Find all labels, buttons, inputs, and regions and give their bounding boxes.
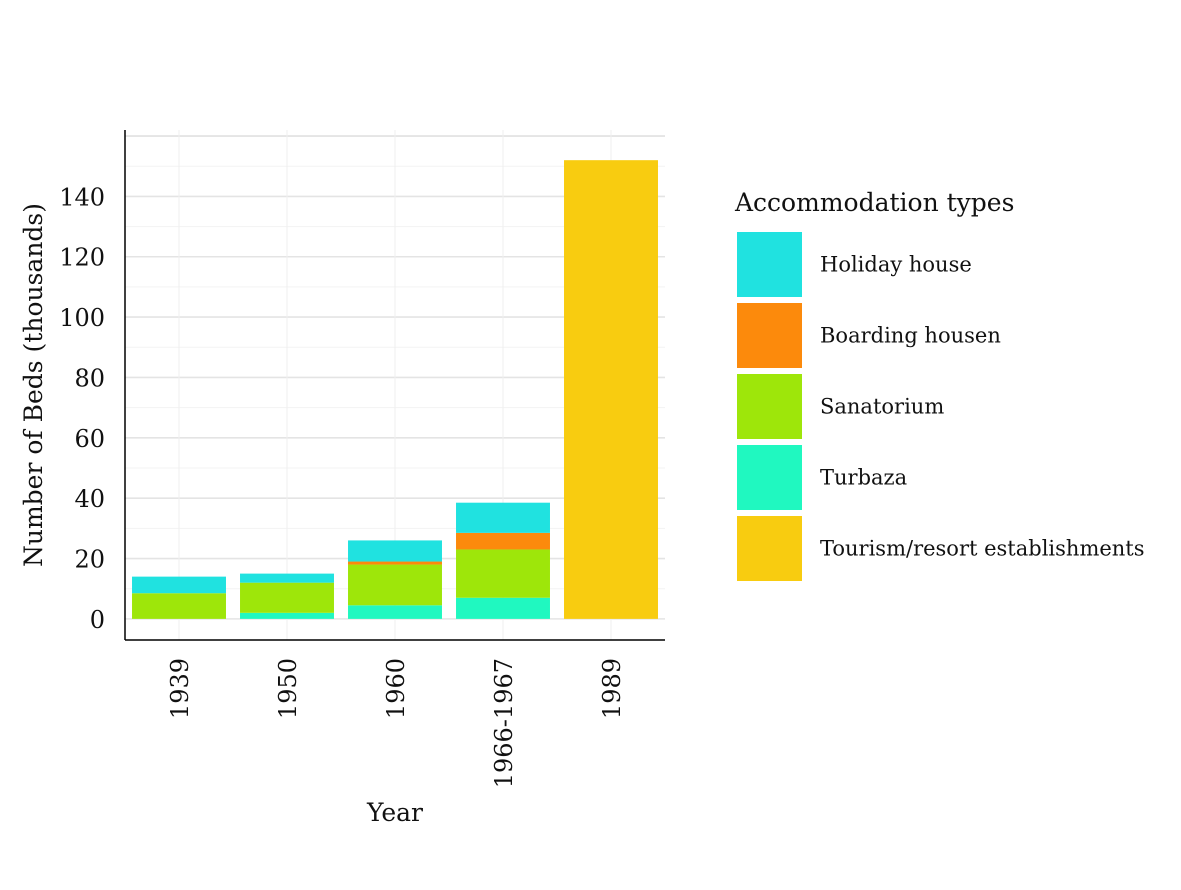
x-tick-label: 1989 xyxy=(598,658,626,719)
bar-segment-holiday-house-1950 xyxy=(240,573,334,583)
legend: Accommodation types Holiday house Boardin… xyxy=(734,188,1145,581)
bar-segment-sanatorium-1960 xyxy=(348,564,442,606)
bar-segment-boarding-housen-1966-1967 xyxy=(456,532,550,550)
bar-segment-holiday-house-1966-1967 xyxy=(456,502,550,533)
y-tick-label: 100 xyxy=(59,304,105,332)
legend-label: Tourism/resort establishments xyxy=(820,537,1145,561)
legend-label: Boarding housen xyxy=(820,324,1001,348)
x-tick-labels: 1939 1950 1960 1966-1967 1989 xyxy=(166,658,626,788)
y-tick-label: 40 xyxy=(74,485,105,513)
y-tick-label: 140 xyxy=(59,183,105,211)
legend-title: Accommodation types xyxy=(734,188,1014,217)
bar-segment-turbaza-1950 xyxy=(240,612,334,619)
legend-label: Turbaza xyxy=(820,466,907,490)
bar-segment-tourism-resort-establishments-1989 xyxy=(564,160,658,619)
x-tick-label: 1960 xyxy=(382,658,410,719)
legend-swatch xyxy=(737,516,802,581)
bars xyxy=(132,160,658,619)
bar-segment-turbaza-1960 xyxy=(348,605,442,619)
y-axis-title: Number of Beds (thousands) xyxy=(19,203,48,567)
x-tick-label: 1966-1967 xyxy=(490,658,518,788)
bar-segment-sanatorium-1966-1967 xyxy=(456,549,550,598)
x-tick-label: 1950 xyxy=(274,658,302,719)
x-axis-title: Year xyxy=(366,798,423,827)
legend-swatch xyxy=(737,374,802,439)
y-tick-label: 0 xyxy=(90,606,105,634)
bar-segment-boarding-housen-1960 xyxy=(348,561,442,565)
legend-swatch xyxy=(737,232,802,297)
bar-segment-holiday-house-1939 xyxy=(132,576,226,594)
legend-swatch xyxy=(737,303,802,368)
y-tick-label: 120 xyxy=(59,244,105,272)
y-tick-label: 20 xyxy=(74,546,105,574)
axes xyxy=(124,130,665,641)
legend-label: Holiday house xyxy=(820,253,972,277)
y-tick-labels: 0 20 40 60 80 100 120 140 xyxy=(59,183,105,633)
y-tick-label: 80 xyxy=(74,364,105,392)
bar-segment-turbaza-1966-1967 xyxy=(456,597,550,619)
bar-segment-holiday-house-1960 xyxy=(348,540,442,562)
legend-swatch xyxy=(737,445,802,510)
legend-label: Sanatorium xyxy=(820,395,944,419)
x-tick-label: 1939 xyxy=(166,658,194,719)
bar-segment-sanatorium-1950 xyxy=(240,582,334,613)
y-tick-label: 60 xyxy=(74,425,105,453)
bar-segment-sanatorium-1939 xyxy=(132,593,226,619)
